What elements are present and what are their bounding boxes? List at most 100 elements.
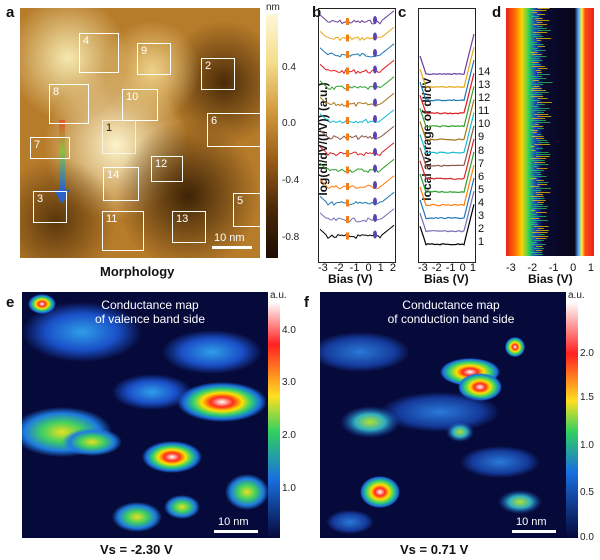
heatmap-stripe [530, 44, 544, 45]
heatmap-stripe [537, 228, 544, 229]
spectrum-curve [319, 191, 395, 206]
curve-label: 5 [478, 183, 485, 196]
region-box-1: 1 [102, 120, 136, 154]
heatmap-stripe [533, 166, 539, 167]
onset-marker-orange [346, 51, 349, 58]
heatmap-stripe [534, 144, 551, 145]
curve-label: 7 [478, 157, 485, 170]
heatmap-stripe [537, 234, 545, 235]
spectrum-curve [319, 142, 395, 157]
heatmap-stripe [536, 14, 545, 15]
onset-marker-purple [373, 148, 377, 156]
heatmap-stripe [537, 128, 545, 129]
heatmap-stripe [537, 30, 551, 31]
onset-marker-purple [373, 164, 377, 173]
region-box-10: 10 [122, 89, 158, 121]
title-line: Conductance map [402, 298, 500, 312]
heatmap-stripe [537, 184, 547, 185]
heatmap-stripe [536, 140, 548, 141]
heatmap-stripe [536, 246, 543, 247]
onset-marker-orange [346, 100, 349, 108]
xtick: 1 [469, 262, 476, 274]
spectrum-curve [319, 26, 395, 42]
heatmap-stripe [530, 96, 544, 97]
heatmap-stripe [530, 146, 535, 147]
xtick: -1 [349, 262, 360, 274]
heatmap-stripe [537, 202, 544, 203]
onset-marker-orange [346, 166, 349, 174]
panel-f-caption: Vs = 0.71 V [400, 542, 469, 557]
panel-c-plot [418, 8, 476, 263]
conductance-map-conduction [320, 292, 566, 538]
panel-d-xticks: -3 -2 -1 0 1 [506, 262, 594, 274]
onset-marker-orange [346, 216, 349, 223]
region-box-11: 11 [102, 211, 144, 251]
curve-label: 12 [478, 92, 491, 105]
region-box-8: 8 [49, 84, 89, 124]
heatmap-stripe [531, 76, 543, 77]
heatmap-stripe [531, 242, 537, 243]
heatmap-stripe [531, 232, 548, 233]
scale-bar-f-label: 10 nm [516, 516, 547, 528]
heatmap-stripe [537, 82, 553, 83]
heatmap-stripe [534, 56, 547, 57]
onset-marker-purple [373, 49, 377, 57]
onset-marker-orange [346, 117, 349, 124]
heatmap-stripe [531, 244, 546, 245]
heatmap-stripe [534, 248, 545, 249]
heatmap-stripe [531, 78, 547, 79]
heatmap-stripe [531, 150, 536, 151]
heatmap-stripe [536, 102, 553, 103]
heatmap-stripe [531, 160, 545, 161]
onset-marker-purple [373, 32, 377, 41]
heatmap-stripe [532, 66, 545, 67]
heatmap-stripe [535, 138, 545, 139]
heatmap-stripe [531, 54, 542, 55]
title-line: Conductance map [101, 298, 199, 312]
curve-label: 3 [478, 210, 485, 223]
heatmap-stripe [537, 142, 550, 143]
average-curve [419, 204, 475, 246]
panel-a-title: Morphology [100, 264, 175, 279]
heatmap-stripe [534, 92, 549, 93]
heatmap-stripe [531, 60, 543, 61]
colorbar-e-unit: a.u. [270, 290, 287, 301]
curve-label: 2 [478, 223, 485, 236]
heatmap-stripe [537, 74, 550, 75]
heatmap-stripe [534, 206, 548, 207]
spectrum-curve [319, 208, 395, 223]
panel-e-title: Conductance map of valence band side [80, 298, 220, 326]
heatmap-stripe [532, 58, 540, 59]
heatmap-stripe [530, 196, 544, 197]
onset-marker-orange [346, 67, 349, 75]
heatmap-stripe [532, 48, 538, 49]
heatmap-stripe [536, 104, 545, 105]
xtick: -1 [548, 262, 559, 274]
heatmap-stripe [532, 110, 546, 111]
heatmap-stripe [530, 52, 538, 53]
panel-f-label: f [304, 294, 309, 311]
xtick: -3 [318, 262, 328, 274]
heatmap-stripe [531, 64, 541, 65]
spectrum-curve [319, 76, 395, 91]
curve-label: 6 [478, 170, 485, 183]
panel-f-title: Conductance map of conduction band side [376, 298, 526, 326]
panel-c-label: c [398, 4, 407, 21]
curve-label: 9 [478, 131, 485, 144]
region-box-6: 6 [207, 113, 261, 147]
colorbar-a-tick: -0.8 [282, 232, 300, 243]
heatmap-stripe [531, 16, 539, 17]
region-box-9: 9 [137, 43, 171, 75]
heatmap-stripe [533, 164, 549, 165]
average-curve [419, 125, 475, 167]
heatmap-stripe [537, 46, 546, 47]
colorbar-f-tick: 1.5 [580, 392, 594, 403]
heatmap-stripe [536, 188, 551, 189]
heatmap-stripe [530, 100, 540, 101]
region-box-14: 14 [103, 167, 139, 201]
xtick: 1 [377, 262, 384, 274]
colorbar-f-tick: 2.0 [580, 348, 594, 359]
xtick: 2 [389, 262, 396, 274]
spectrum-curve [319, 59, 395, 75]
heatmap-stripe [536, 250, 543, 251]
